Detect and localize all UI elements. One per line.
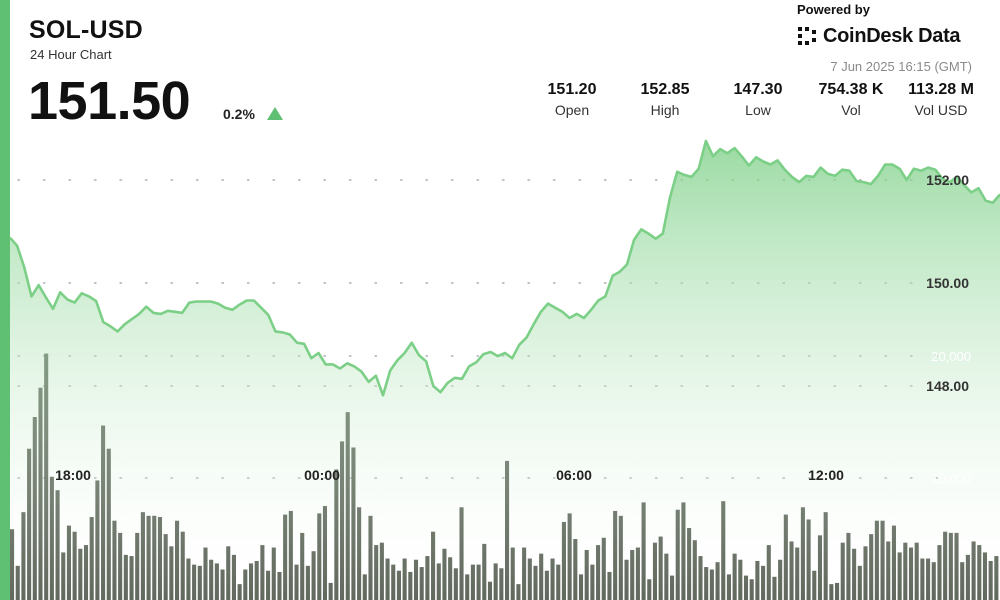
stat-high: 152.85 High	[615, 81, 715, 118]
stat-value: 152.85	[640, 81, 690, 98]
asset-symbol: SOL-USD	[29, 16, 143, 44]
price-area	[9, 139, 1000, 600]
stat-label: Low	[745, 102, 771, 118]
stat-value: 147.30	[733, 81, 783, 98]
stat-vol: 754.38 K Vol	[801, 81, 901, 118]
chart-timestamp: 7 Jun 2025 16:15 (GMT)	[830, 59, 972, 74]
chart-subtitle: 24 Hour Chart	[30, 47, 112, 62]
up-arrow-icon	[267, 107, 283, 120]
x-tick-label: 12:00	[808, 467, 844, 483]
brand-logo-link[interactable]: CoinDesk Data	[797, 25, 961, 48]
stat-value: 754.38 K	[818, 81, 884, 98]
price-tick-label: 148.00	[926, 378, 969, 394]
powered-by-label: Powered by	[797, 2, 870, 17]
stat-vol-usd: 113.28 M Vol USD	[891, 81, 991, 118]
brand-name: CoinDesk Data	[823, 25, 961, 47]
current-price: 151.50	[28, 71, 191, 131]
price-change-percent: 0.2%	[223, 106, 255, 122]
stat-low: 147.30 Low	[708, 81, 808, 118]
price-tick-label: 152.00	[926, 172, 969, 188]
stat-value: 113.28 M	[908, 81, 974, 98]
volume-tick-label: 20,000	[931, 349, 971, 364]
stat-value: 151.20	[547, 81, 597, 98]
price-tick-label: 150.00	[926, 275, 969, 291]
x-tick-label: 00:00	[304, 467, 340, 483]
stat-label: Open	[554, 102, 590, 118]
stat-label: Vol USD	[914, 102, 968, 118]
price-area-fill	[10, 140, 1000, 600]
x-tick-label: 18:00	[55, 467, 91, 483]
axis-labels: 18:00 00:00 06:00 12:00 148.00 150.00 152.00 10…	[55, 172, 971, 486]
volume-tick-label: 10,000	[931, 471, 971, 486]
stats-row: 151.20 Open 152.85 High 147.30 Low 754.3…	[0, 81, 1000, 125]
stat-label: High	[650, 102, 680, 118]
stat-open: 151.20 Open	[522, 81, 622, 118]
stat-label: Vol	[841, 102, 861, 118]
price-line	[9, 139, 1000, 397]
x-tick-label: 06:00	[556, 467, 592, 483]
coindesk-logo-icon	[798, 26, 816, 45]
left-accent-bar	[0, 0, 10, 600]
